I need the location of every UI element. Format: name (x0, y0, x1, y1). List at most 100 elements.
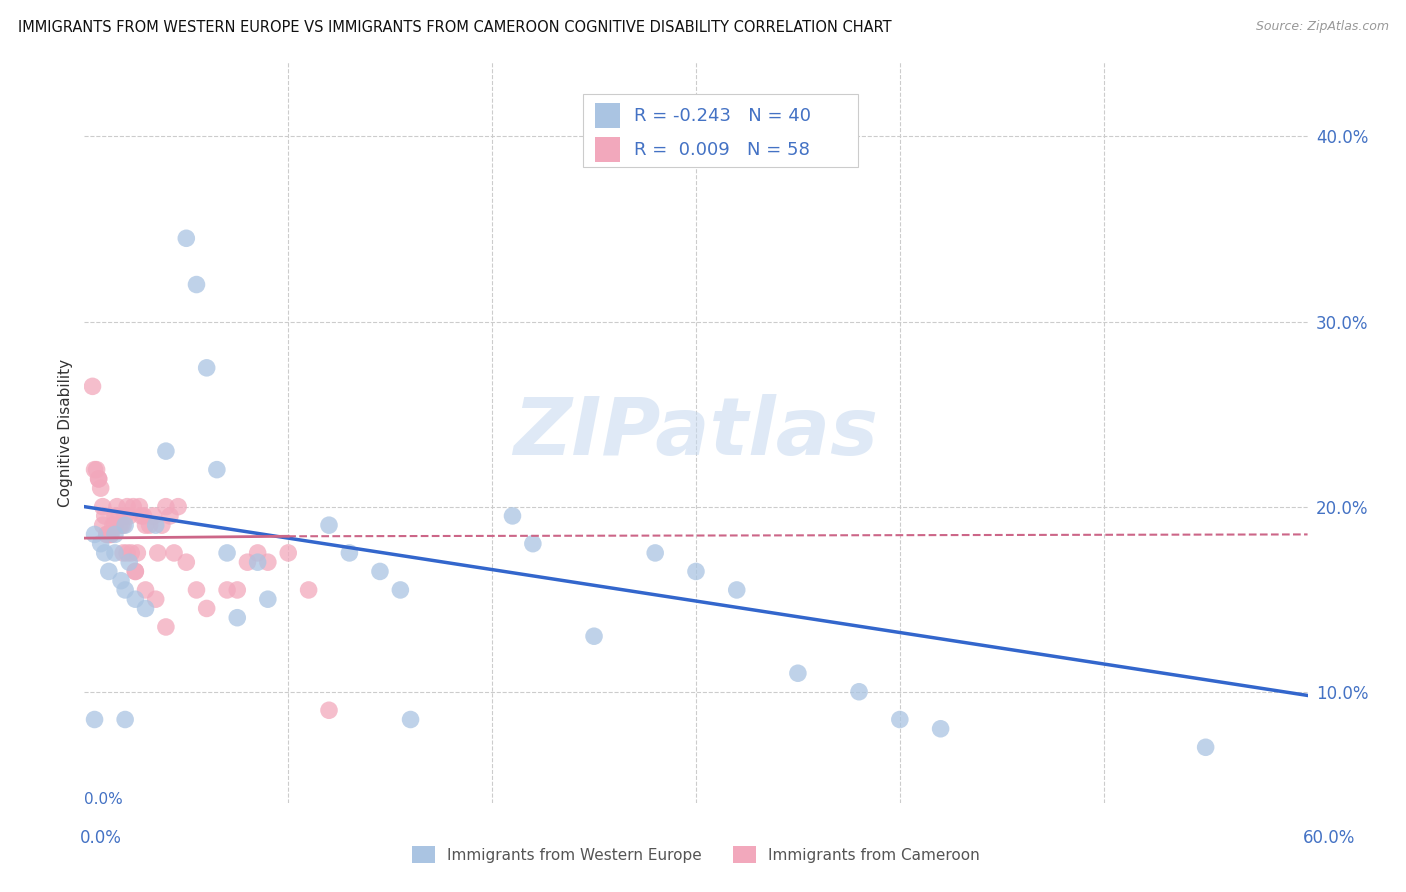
Point (132, 508, 155, 523)
Point (186, 277, 208, 292)
Text: 60.0%: 60.0% (1302, 829, 1355, 847)
Point (929, 722, 952, 736)
Point (93, 546, 115, 560)
Point (195, 360, 218, 375)
Point (217, 546, 239, 560)
Point (318, 703, 340, 717)
Point (122, 500, 145, 514)
Point (104, 527, 127, 541)
Point (583, 629, 606, 643)
Point (339, 546, 361, 560)
Point (114, 582, 136, 597)
Point (226, 582, 249, 597)
Text: 0.0%: 0.0% (80, 829, 122, 847)
Point (155, 500, 177, 514)
Point (145, 518, 167, 533)
Point (131, 508, 153, 523)
Text: R = -0.243   N = 40: R = -0.243 N = 40 (634, 107, 811, 125)
Point (110, 518, 132, 533)
Point (145, 592, 167, 607)
Point (399, 713, 422, 727)
Point (90, 481, 112, 495)
Point (96, 527, 118, 541)
Legend: Immigrants from Western Europe, Immigrants from Cameroon: Immigrants from Western Europe, Immigran… (406, 840, 986, 869)
Point (889, 713, 911, 727)
Point (155, 620, 177, 634)
Point (174, 555, 197, 569)
Point (97, 565, 120, 579)
Point (87, 472, 110, 486)
Point (83, 713, 105, 727)
Point (83, 527, 105, 541)
Text: R =  0.009   N = 58: R = 0.009 N = 58 (634, 141, 810, 159)
Point (100, 527, 122, 541)
Point (155, 444, 177, 458)
Point (112, 546, 135, 560)
Point (118, 508, 141, 523)
Point (114, 713, 136, 727)
Point (104, 508, 127, 523)
Point (277, 546, 299, 560)
Point (115, 546, 138, 560)
Point (257, 555, 280, 569)
Point (186, 582, 208, 597)
Point (124, 565, 146, 579)
Point (236, 555, 259, 569)
Point (135, 518, 157, 533)
Point (217, 582, 239, 597)
Text: Source: ZipAtlas.com: Source: ZipAtlas.com (1256, 20, 1389, 33)
Point (97, 527, 120, 541)
Point (135, 582, 157, 597)
Point (108, 508, 131, 523)
Point (848, 685, 870, 699)
Point (83, 462, 105, 476)
Point (163, 546, 186, 560)
Point (104, 518, 127, 533)
Point (112, 518, 135, 533)
Point (114, 518, 136, 533)
Point (685, 565, 707, 579)
Text: ZIPatlas: ZIPatlas (513, 393, 879, 472)
Point (167, 500, 190, 514)
Point (124, 592, 146, 607)
Point (368, 565, 391, 579)
Point (91, 500, 114, 514)
Point (120, 546, 142, 560)
Point (128, 500, 150, 514)
Text: IMMIGRANTS FROM WESTERN EUROPE VS IMMIGRANTS FROM CAMEROON COGNITIVE DISABILITY : IMMIGRANTS FROM WESTERN EUROPE VS IMMIGR… (18, 20, 891, 35)
Point (226, 610, 249, 624)
Point (644, 546, 666, 560)
Point (725, 582, 748, 597)
Point (104, 546, 127, 560)
Point (246, 555, 269, 569)
Point (318, 518, 340, 533)
Point (91, 518, 114, 533)
Point (101, 518, 124, 533)
Point (118, 555, 141, 569)
Point (257, 592, 280, 607)
Point (93, 508, 115, 523)
Point (205, 462, 228, 476)
Point (108, 518, 131, 533)
Point (298, 582, 321, 597)
Point (127, 546, 149, 560)
Point (142, 508, 165, 523)
Point (1195, 740, 1218, 755)
Point (114, 508, 136, 523)
Point (96, 527, 118, 541)
Point (502, 508, 524, 523)
Point (146, 546, 169, 560)
Point (124, 565, 146, 579)
Point (115, 500, 138, 514)
Point (87, 472, 110, 486)
Point (787, 666, 810, 681)
Point (174, 231, 197, 245)
Point (86, 462, 108, 476)
Point (82, 379, 104, 393)
Point (246, 546, 269, 560)
Point (135, 601, 157, 615)
Y-axis label: Cognitive Disability: Cognitive Disability (58, 359, 73, 507)
Text: 0.0%: 0.0% (84, 792, 124, 806)
Point (522, 536, 544, 550)
Point (100, 527, 122, 541)
